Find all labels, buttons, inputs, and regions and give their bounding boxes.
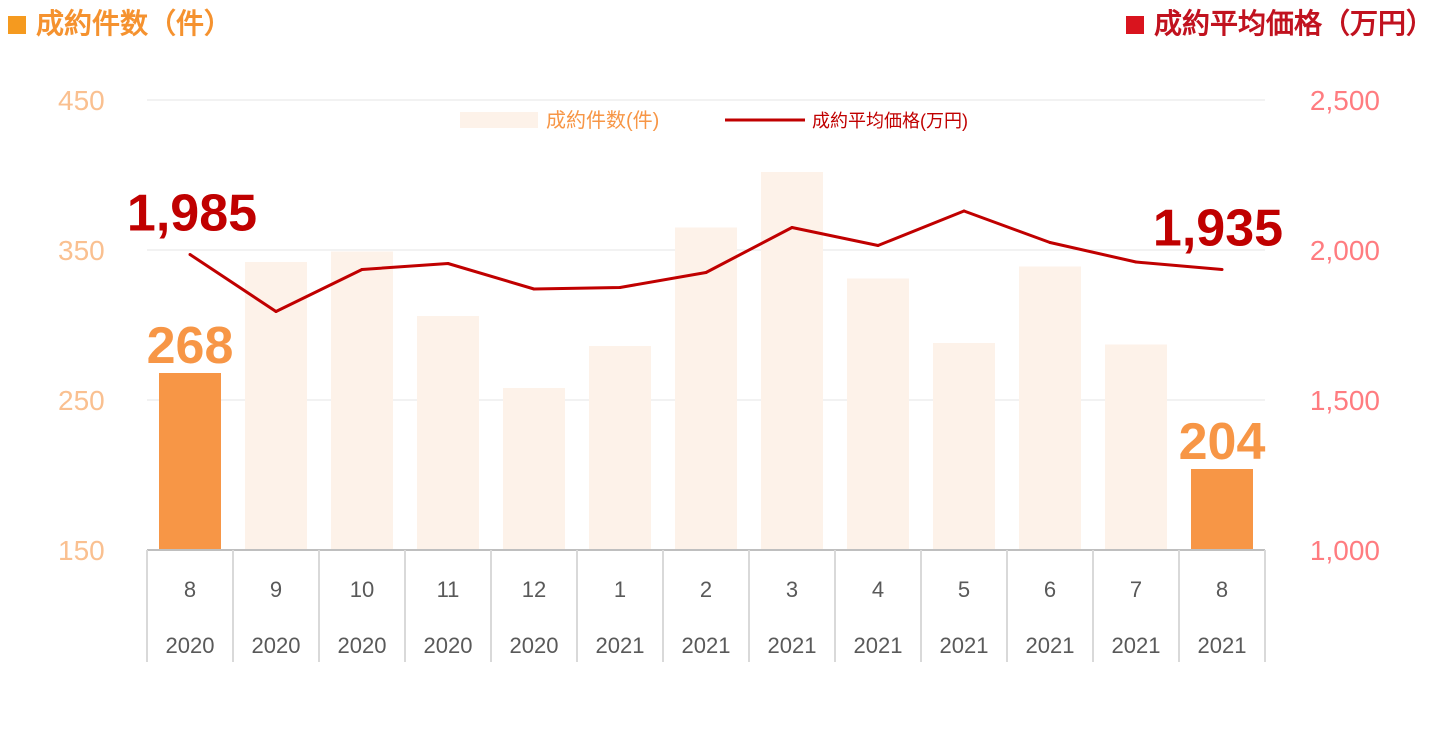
line-point <box>274 310 278 313</box>
line-point <box>704 271 708 274</box>
x-tick-year: 2020 <box>510 633 559 658</box>
bar <box>331 251 393 550</box>
x-tick-year: 2021 <box>1026 633 1075 658</box>
x-tick-month: 7 <box>1130 577 1142 602</box>
x-tick-month: 9 <box>270 577 282 602</box>
bar-data-label: 268 <box>147 317 234 375</box>
line-point <box>532 287 536 291</box>
x-tick-year: 2021 <box>854 633 903 658</box>
line-point <box>188 253 192 256</box>
bar <box>1191 469 1253 550</box>
left-axis-tick-label: 150 <box>58 535 105 566</box>
x-tick-year: 2021 <box>940 633 989 658</box>
x-tick-year: 2020 <box>166 633 215 658</box>
line-point <box>876 244 880 247</box>
right-axis-title-text: 成約平均価格（万円） <box>1153 7 1434 40</box>
x-tick-month: 6 <box>1044 577 1056 602</box>
bar <box>1019 266 1081 550</box>
line-point <box>618 286 622 289</box>
line-point <box>446 262 450 265</box>
line-data-label: 1,935 <box>1153 200 1283 258</box>
bar <box>1105 344 1167 550</box>
right-axis-tick-label: 2,500 <box>1310 85 1380 116</box>
right-axis-tick-label: 2,000 <box>1310 235 1380 266</box>
x-tick-month: 8 <box>184 577 196 602</box>
line-point <box>360 268 364 271</box>
line-point <box>790 226 794 229</box>
legend-bar-swatch <box>460 112 538 128</box>
x-tick-month: 3 <box>786 577 798 602</box>
x-tick-month: 4 <box>872 577 884 602</box>
x-tick-year: 2021 <box>1112 633 1161 658</box>
bar-data-label: 204 <box>1179 413 1266 471</box>
orange-square-icon <box>8 16 26 34</box>
legend-line-label: 成約平均価格(万円) <box>812 111 968 131</box>
left-axis-tick-label: 250 <box>58 385 105 416</box>
x-tick-year: 2020 <box>338 633 387 658</box>
right-axis-tick-label: 1,500 <box>1310 385 1380 416</box>
right-axis-title: 成約平均価格（万円） <box>1125 4 1434 44</box>
bar <box>503 388 565 550</box>
bar <box>761 172 823 550</box>
x-tick-month: 12 <box>522 577 546 602</box>
line-point <box>1048 241 1052 244</box>
line-point <box>962 209 966 213</box>
x-tick-month: 1 <box>614 577 626 602</box>
x-tick-month: 8 <box>1216 577 1228 602</box>
bar <box>847 278 909 550</box>
legend-bar-label: 成約件数(件) <box>546 109 659 132</box>
left-axis-title-text: 成約件数（件） <box>36 7 233 40</box>
red-square-icon <box>1125 16 1144 34</box>
line-data-label: 1,985 <box>127 185 257 243</box>
x-tick-month: 5 <box>958 577 970 602</box>
x-tick-month: 10 <box>350 577 374 602</box>
bar <box>159 373 221 550</box>
x-tick-month: 11 <box>437 577 460 602</box>
x-tick-month: 2 <box>700 577 712 602</box>
left-axis-tick-label: 450 <box>58 85 105 116</box>
line-point <box>1220 268 1224 271</box>
x-tick-year: 2021 <box>596 633 645 658</box>
right-axis-tick-label: 1,000 <box>1310 535 1380 566</box>
bar <box>417 316 479 550</box>
x-tick-year: 2021 <box>682 633 731 658</box>
x-tick-year: 2020 <box>424 633 473 658</box>
x-tick-year: 2021 <box>1198 633 1247 658</box>
x-tick-year: 2020 <box>252 633 301 658</box>
left-axis-tick-label: 350 <box>58 235 105 266</box>
bar <box>675 227 737 550</box>
line-point <box>1134 260 1138 264</box>
bar <box>933 343 995 550</box>
bar <box>589 346 651 550</box>
bar <box>245 262 307 550</box>
left-axis-title: 成約件数（件） <box>8 4 232 44</box>
x-tick-year: 2021 <box>768 633 817 658</box>
